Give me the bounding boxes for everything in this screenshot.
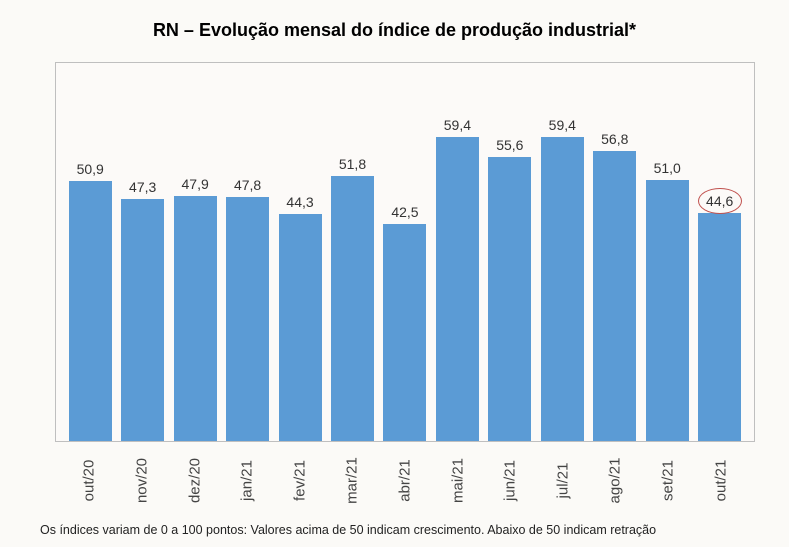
bar bbox=[646, 180, 689, 441]
bar-value-label: 51,8 bbox=[339, 156, 366, 172]
bar-column: 42,5 bbox=[379, 63, 431, 441]
x-axis-label: out/21 bbox=[712, 455, 729, 507]
bar-value-label: 47,9 bbox=[182, 176, 209, 192]
bar bbox=[541, 137, 584, 441]
x-axis-label: jan/21 bbox=[239, 455, 256, 507]
bar bbox=[174, 196, 217, 441]
bar-column: 51,8 bbox=[326, 63, 378, 441]
bar-value-label: 59,4 bbox=[444, 117, 471, 133]
bar-column: 44,3 bbox=[274, 63, 326, 441]
bar-value-label: 44,6 bbox=[706, 193, 733, 209]
bar bbox=[488, 157, 531, 441]
bar bbox=[436, 137, 479, 441]
bar bbox=[331, 176, 374, 441]
bar-value-label: 51,0 bbox=[654, 160, 681, 176]
bar-value-label: 56,8 bbox=[601, 131, 628, 147]
bar bbox=[69, 181, 112, 441]
bar-value-label: 44,3 bbox=[286, 194, 313, 210]
x-axis-label: dez/20 bbox=[186, 455, 203, 507]
x-axis-label: set/21 bbox=[660, 455, 677, 507]
bar-column: 50,9 bbox=[64, 63, 116, 441]
bar-value-label: 50,9 bbox=[77, 161, 104, 177]
bars-container: 50,9 47,3 47,9 47,8 44,3 51,8 42,5 59,4 55,6 59,4… bbox=[64, 63, 746, 441]
bar-column: 56,8 bbox=[589, 63, 641, 441]
x-axis-label: abr/21 bbox=[396, 455, 413, 507]
chart-plot-area: 50,9 47,3 47,9 47,8 44,3 51,8 42,5 59,4 55,6 59,4… bbox=[55, 62, 755, 442]
bar-column: 47,9 bbox=[169, 63, 221, 441]
x-axis-label: mai/21 bbox=[449, 455, 466, 507]
bar bbox=[279, 214, 322, 441]
bar bbox=[698, 213, 741, 441]
x-axis-label: out/20 bbox=[81, 455, 98, 507]
bar-column: 51,0 bbox=[641, 63, 693, 441]
bar-value-label: 42,5 bbox=[391, 204, 418, 220]
x-axis-label: mar/21 bbox=[344, 455, 361, 507]
x-axis-labels: out/20nov/20dez/20jan/21fev/21mar/21abr/… bbox=[63, 444, 747, 461]
chart-title: RN – Evolução mensal do índice de produç… bbox=[0, 0, 789, 49]
bar-column: 47,3 bbox=[117, 63, 169, 441]
x-axis-label: fev/21 bbox=[291, 455, 308, 507]
highlight-circle bbox=[698, 188, 742, 214]
bar-column: 44,6 bbox=[694, 63, 746, 441]
chart-footnote: Os índices variam de 0 a 100 pontos: Val… bbox=[40, 523, 656, 537]
bar-column: 59,4 bbox=[536, 63, 588, 441]
bar-value-label: 47,3 bbox=[129, 179, 156, 195]
bar bbox=[383, 224, 426, 441]
bar bbox=[593, 151, 636, 441]
bar-value-label: 47,8 bbox=[234, 177, 261, 193]
bar-value-label: 55,6 bbox=[496, 137, 523, 153]
bar-column: 59,4 bbox=[431, 63, 483, 441]
bar-value-label: 59,4 bbox=[549, 117, 576, 133]
bar-column: 55,6 bbox=[484, 63, 536, 441]
x-axis-label: ago/21 bbox=[607, 455, 624, 507]
bar bbox=[226, 197, 269, 441]
bar-column: 47,8 bbox=[222, 63, 274, 441]
x-axis-label: jun/21 bbox=[502, 455, 519, 507]
bar bbox=[121, 199, 164, 441]
x-axis-label: nov/20 bbox=[133, 455, 150, 507]
x-axis-label: jul/21 bbox=[554, 455, 571, 507]
